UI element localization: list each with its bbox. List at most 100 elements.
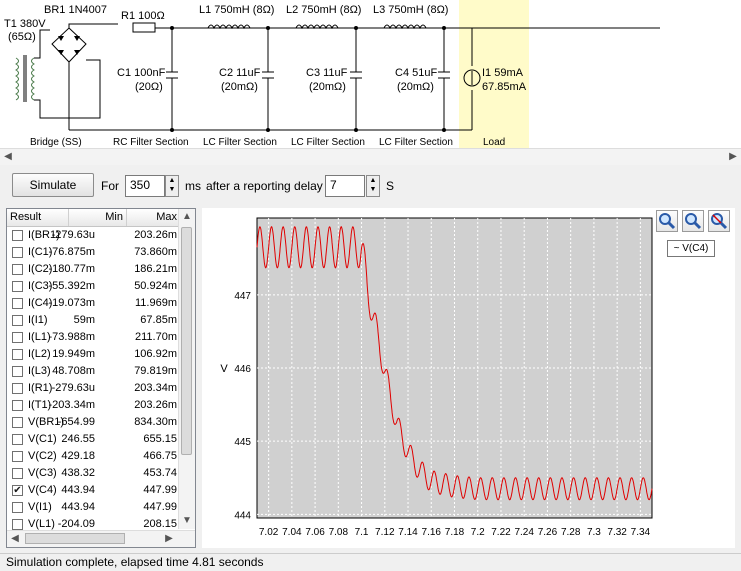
simulate-button[interactable]: Simulate: [12, 173, 94, 197]
result-checkbox[interactable]: [12, 502, 23, 513]
c1-esr: (20Ω): [135, 81, 163, 93]
result-row[interactable]: V(C2) 429.18 466.75: [7, 448, 181, 465]
result-checkbox[interactable]: [12, 434, 23, 445]
result-row[interactable]: I(C4) -19.073m 11.969m: [7, 295, 181, 312]
legend-series-name: ~ V(C4): [673, 243, 709, 254]
r1-label: R1 100Ω: [121, 10, 165, 22]
result-min: 246.55: [61, 433, 95, 445]
header-max[interactable]: Max: [127, 209, 181, 226]
result-checkbox[interactable]: [12, 298, 23, 309]
scroll-down-icon[interactable]: ▼: [182, 515, 192, 526]
result-checkbox[interactable]: [12, 349, 23, 360]
result-min: -279.63u: [51, 382, 95, 394]
result-max: 106.92m: [134, 348, 177, 360]
result-checkbox[interactable]: [12, 230, 23, 241]
delay-spinner[interactable]: ▲ ▼: [366, 175, 380, 197]
x-tick-label: 7.06: [305, 527, 325, 538]
zoom-reset-icon[interactable]: [708, 210, 730, 232]
results-scroll-right-icon[interactable]: ▶: [165, 533, 173, 544]
result-max: 50.924m: [134, 280, 177, 292]
duration-spinner[interactable]: ▲ ▼: [165, 175, 179, 197]
result-max: 447.99: [143, 501, 177, 513]
result-row[interactable]: I(L1) -73.988m 211.70m: [7, 329, 181, 346]
y-tick-label: 444: [234, 510, 251, 521]
x-tick-label: 7.08: [329, 527, 349, 538]
result-checkbox[interactable]: [12, 366, 23, 377]
result-min: 438.32: [61, 467, 95, 479]
schematic-hscrollbar[interactable]: ◀ ▶: [0, 148, 741, 165]
caption-lc1: LC Filter Section: [203, 137, 277, 148]
result-row[interactable]: V(C3) 438.32 453.74: [7, 465, 181, 482]
header-result[interactable]: Result: [7, 209, 69, 226]
result-checkbox[interactable]: [12, 315, 23, 326]
chart-panel: 7.02 7.04 7.06 7.08 7.1 7.12 7.14 7.16 7.18 7.2 7.…: [202, 208, 735, 548]
x-tick-label: 7.32: [607, 527, 627, 538]
schematic-wires: [15, 22, 660, 132]
result-row[interactable]: V(I1) 443.94 447.99: [7, 499, 181, 516]
zoom-out-icon[interactable]: [682, 210, 704, 232]
l3-label: L3 750mH (8Ω): [373, 4, 449, 16]
result-row[interactable]: I(L3) 48.708m 79.819m: [7, 363, 181, 380]
l2-label: L2 750mH (8Ω): [286, 4, 362, 16]
x-tick-label: 7.28: [561, 527, 581, 538]
results-header: Result Min Max: [7, 209, 181, 227]
result-checkbox[interactable]: [12, 468, 23, 479]
duration-input[interactable]: 350: [125, 175, 165, 197]
result-name: V(C3): [28, 467, 57, 479]
result-row[interactable]: I(R1) -279.63u 203.34m: [7, 380, 181, 397]
result-row[interactable]: I(C2) -180.77m 186.21m: [7, 261, 181, 278]
caption-load: Load: [483, 137, 506, 148]
result-name: I(C2): [28, 263, 53, 275]
result-row[interactable]: ✔ V(C4) 443.94 447.99: [7, 482, 181, 499]
result-row[interactable]: I(T1) -203.34m 203.26m: [7, 397, 181, 414]
result-checkbox[interactable]: [12, 451, 23, 462]
scroll-up-icon[interactable]: ▲: [182, 211, 192, 222]
result-checkbox[interactable]: [12, 383, 23, 394]
results-hscroll-thumb[interactable]: [25, 533, 125, 544]
result-row[interactable]: I(I1) 59m 67.85m: [7, 312, 181, 329]
x-tick-label: 7.24: [514, 527, 534, 538]
x-tick-label: 7.12: [375, 527, 395, 538]
result-name: I(T1): [28, 399, 52, 411]
result-checkbox[interactable]: ✔: [12, 485, 23, 496]
result-checkbox[interactable]: [12, 400, 23, 411]
transformer-resistance: (65Ω): [8, 31, 36, 43]
result-row[interactable]: V(C1) 246.55 655.15: [7, 431, 181, 448]
result-min: 429.18: [61, 450, 95, 462]
results-scroll-left-icon[interactable]: ◀: [11, 533, 19, 544]
x-tick-label: 7.2: [471, 527, 485, 538]
result-row[interactable]: I(C3) -55.392m 50.924m: [7, 278, 181, 295]
x-tick-label: 7.16: [422, 527, 442, 538]
result-checkbox[interactable]: [12, 247, 23, 258]
zoom-in-icon[interactable]: [656, 210, 678, 232]
results-vscrollbar[interactable]: ▲ ▼: [178, 209, 195, 529]
scroll-left-icon[interactable]: ◀: [4, 151, 12, 162]
results-scroll-thumb[interactable]: [181, 227, 192, 455]
x-tick-label: 7.26: [538, 527, 558, 538]
result-name: I(I1): [28, 314, 48, 326]
result-row[interactable]: V(L1) -204.09 208.15: [7, 516, 181, 533]
result-row[interactable]: I(L2) 19.949m 106.92m: [7, 346, 181, 363]
result-max: 208.15: [143, 518, 177, 530]
x-tick-label: 7.18: [445, 527, 465, 538]
voltage-chart[interactable]: 7.02 7.04 7.06 7.08 7.1 7.12 7.14 7.16 7.18 7.2 7.…: [202, 208, 735, 548]
delay-label: after a reporting delay of: [206, 179, 337, 193]
seconds-label: S: [386, 179, 395, 193]
delay-input[interactable]: 7: [325, 175, 365, 197]
header-min[interactable]: Min: [69, 209, 127, 226]
result-row[interactable]: I(BR1) -279.63u 203.26m: [7, 227, 181, 244]
result-min: 443.94: [61, 484, 95, 496]
result-checkbox[interactable]: [12, 332, 23, 343]
result-max: 655.15: [143, 433, 177, 445]
result-checkbox[interactable]: [12, 519, 23, 530]
for-label: For: [101, 179, 119, 193]
result-max: 67.85m: [140, 314, 177, 326]
result-checkbox[interactable]: [12, 417, 23, 428]
result-row[interactable]: V(BR1) -654.99 834.30m: [7, 414, 181, 431]
results-list[interactable]: Result Min Max I(BR1) -279.63u 203.26m I(C1…: [6, 208, 196, 548]
result-checkbox[interactable]: [12, 264, 23, 275]
scroll-right-icon[interactable]: ▶: [729, 151, 737, 162]
result-checkbox[interactable]: [12, 281, 23, 292]
result-row[interactable]: I(C1) -76.875m 73.860m: [7, 244, 181, 261]
results-hscrollbar[interactable]: ◀ ▶: [7, 530, 195, 547]
